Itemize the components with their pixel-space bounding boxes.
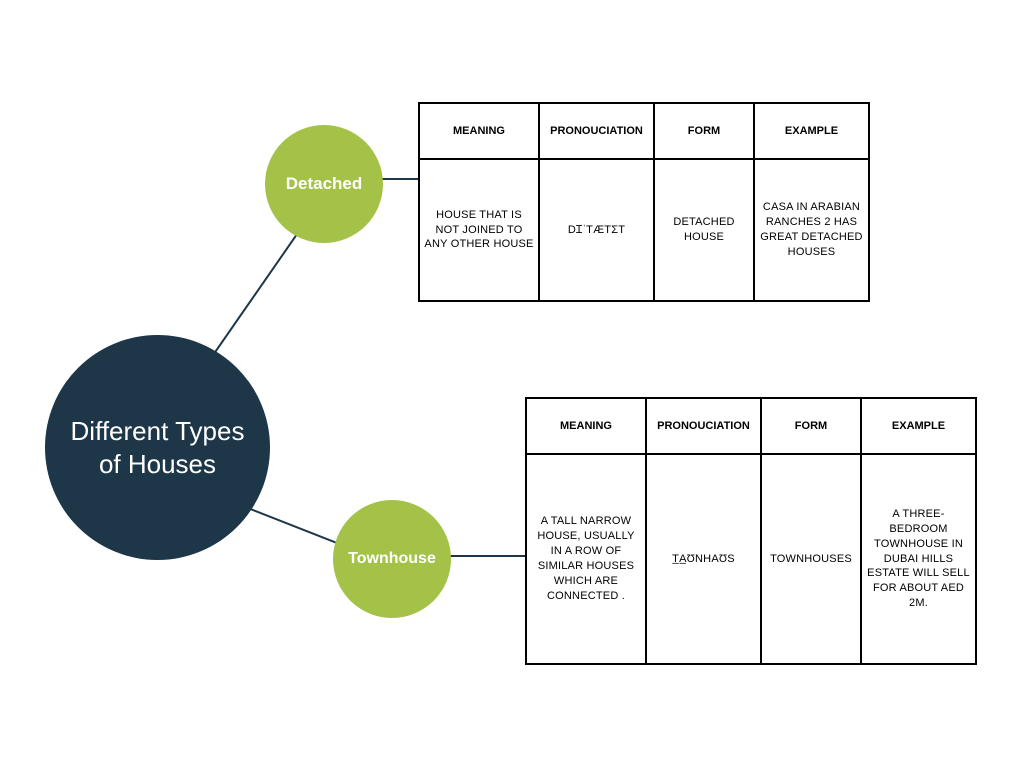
table-header-cell: Form xyxy=(654,103,754,159)
table-cell: house that is not joined to any other ho… xyxy=(419,159,539,301)
table-header-cell: Form xyxy=(761,398,861,454)
table-cell: Detached house xyxy=(654,159,754,301)
table-cell: Casa in Arabian Ranches 2 has great deta… xyxy=(754,159,869,301)
main-circle: Different Types of Houses xyxy=(45,335,270,560)
sub-circle-townhouse: Townhouse xyxy=(333,500,451,618)
table-cell: townhouses xyxy=(761,454,861,664)
table-header-cell: Example xyxy=(754,103,869,159)
table-header-cell: Example xyxy=(861,398,976,454)
sub-circle-detached: Detached xyxy=(265,125,383,243)
table-header-cell: Pronouciation xyxy=(539,103,654,159)
table-detached: MeaningPronouciationFormExample house tha… xyxy=(418,102,870,302)
table-cell: dɪˈtætʃt xyxy=(539,159,654,301)
table-header-cell: Meaning xyxy=(419,103,539,159)
table-townhouse: MeaningPronouciationFormExample a tall na… xyxy=(525,397,977,665)
table-header-cell: Pronouciation xyxy=(646,398,761,454)
main-title: Different Types of Houses xyxy=(65,415,250,480)
table-header-cell: Meaning xyxy=(526,398,646,454)
sub-circle-label: Townhouse xyxy=(348,550,436,568)
table-cell: t̲a̲ʊnhaʊs xyxy=(646,454,761,664)
sub-circle-label: Detached xyxy=(286,174,363,194)
table-cell: a tall narrow house, usually in a row of… xyxy=(526,454,646,664)
table-cell: A three-bedroom townhouse in Dubai Hills… xyxy=(861,454,976,664)
connector-line-3 xyxy=(450,555,525,557)
